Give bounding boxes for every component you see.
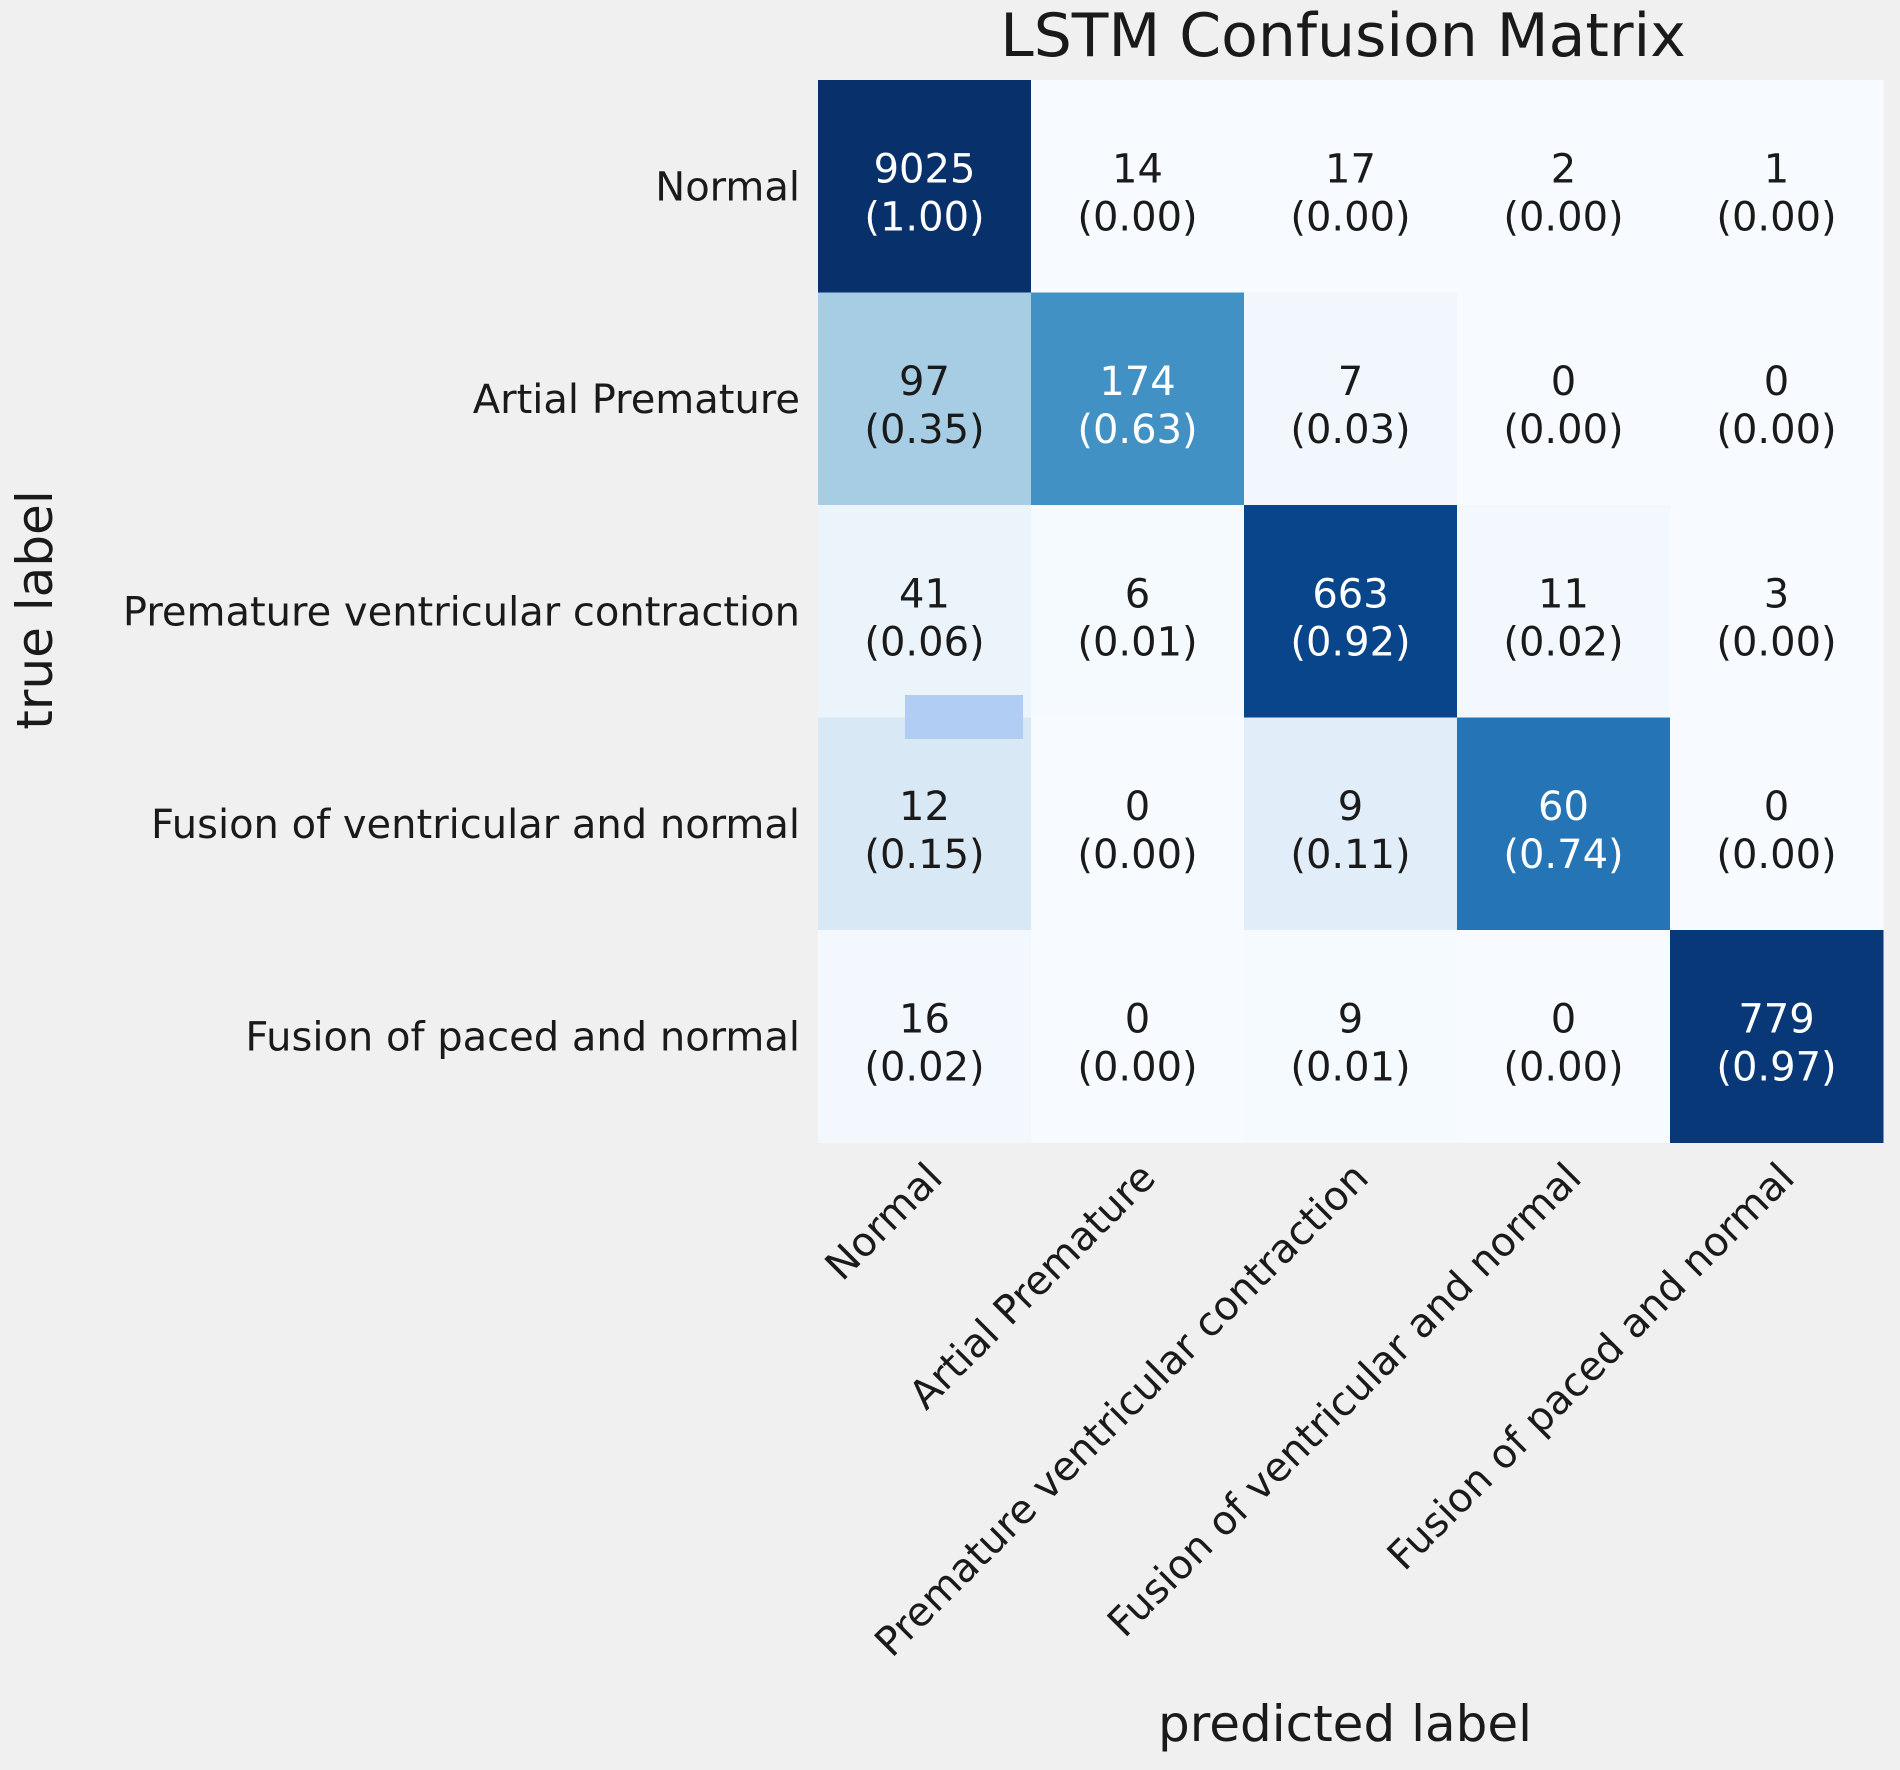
heatmap-cell [818,717,1032,931]
cell-count-label: 97 [899,359,950,405]
cell-fraction-label: (0.02) [864,1044,984,1090]
heatmap-cell [1457,505,1671,718]
cell-fraction-label: (0.00) [1716,832,1836,878]
cell-count-label: 9 [1338,996,1363,1042]
heatmap-cell [1244,80,1458,293]
x-tick-label: Premature ventricular contraction [866,1155,1377,1666]
highlight-patch [905,695,1023,739]
cell-count-label: 663 [1312,571,1388,617]
cell-fraction-label: (1.00) [864,194,984,240]
cell-count-label: 17 [1325,146,1376,192]
y-tick-label: Fusion of ventricular and normal [151,802,800,848]
cell-count-label: 14 [1112,146,1163,192]
cell-count-label: 0 [1764,784,1789,830]
x-tick-label: Normal [817,1155,952,1290]
heatmap-cell [1244,505,1458,718]
heatmap-cell [1031,717,1245,931]
cell-fraction-label: (0.00) [1290,194,1410,240]
cell-fraction-label: (0.01) [1077,619,1197,665]
cell-count-label: 0 [1125,784,1150,830]
heatmap-cell [1670,80,1884,293]
cell-fraction-label: (0.00) [1503,1044,1623,1090]
cell-count-label: 12 [899,784,950,830]
cell-count-label: 0 [1551,996,1576,1042]
cell-fraction-label: (0.74) [1503,832,1623,878]
cell-count-label: 174 [1099,359,1175,405]
y-tick-label: Fusion of paced and normal [245,1014,800,1060]
cell-fraction-label: (0.01) [1290,1044,1410,1090]
heatmap-cells [818,80,1884,1143]
cell-fraction-label: (0.92) [1290,619,1410,665]
cell-count-label: 6 [1125,571,1150,617]
y-tick-label: Premature ventricular contraction [123,589,800,635]
cell-count-label: 41 [899,571,950,617]
heatmap-cell [1670,505,1884,718]
cell-fraction-label: (0.00) [1077,832,1197,878]
heatmap-cell [1244,930,1458,1143]
heatmap-cell-labels: 9025(1.00)14(0.00)17(0.00)2(0.00)1(0.00)… [864,146,1836,1090]
cell-count-label: 9025 [874,146,976,192]
cell-count-label: 1 [1764,146,1789,192]
heatmap-cell [1670,717,1884,931]
heatmap-cell [818,80,1032,293]
heatmap-cell [1457,80,1671,293]
cell-count-label: 3 [1764,571,1789,617]
heatmap-cell [1457,717,1671,931]
cell-fraction-label: (0.63) [1077,407,1197,453]
cell-fraction-label: (0.00) [1503,194,1623,240]
y-tick-label: Normal [655,164,800,210]
cell-fraction-label: (0.03) [1290,407,1410,453]
cell-count-label: 60 [1538,784,1589,830]
heatmap-cell [818,505,1032,718]
cell-fraction-label: (0.15) [864,832,984,878]
heatmap-cell [1244,717,1458,931]
cell-count-label: 9 [1338,784,1363,830]
heatmap-cell [1670,292,1884,506]
cell-count-label: 0 [1125,996,1150,1042]
cell-fraction-label: (0.00) [1716,619,1836,665]
heatmap-cell [1670,930,1884,1143]
heatmap-cell [818,930,1032,1143]
heatmap-cell [1457,292,1671,506]
cell-fraction-label: (0.35) [864,407,984,453]
cell-count-label: 11 [1538,571,1589,617]
y-axis-label: true label [6,490,64,729]
cell-count-label: 2 [1551,146,1576,192]
cell-count-label: 7 [1338,359,1363,405]
heatmap-cell [1031,930,1245,1143]
chart-title: LSTM Confusion Matrix [1000,1,1685,71]
x-tick-label: Fusion of ventricular and normal [1099,1155,1590,1646]
y-tick-labels: Normal Artial Premature Premature ventricu… [123,164,800,1060]
x-axis-label: predicted label [1158,1695,1532,1753]
heatmap-cell [1457,930,1671,1143]
cell-fraction-label: (0.00) [1077,1044,1197,1090]
cell-fraction-label: (0.00) [1503,407,1623,453]
cell-count-label: 0 [1551,359,1576,405]
cell-fraction-label: (0.06) [864,619,984,665]
heatmap-cell [1244,292,1458,506]
heatmap-cell [1031,505,1245,718]
y-tick-label: Artial Premature [473,377,800,423]
x-tick-label: Fusion of paced and normal [1379,1155,1804,1580]
cell-fraction-label: (0.00) [1716,194,1836,240]
cell-fraction-label: (0.02) [1503,619,1623,665]
cell-fraction-label: (0.00) [1077,194,1197,240]
cell-fraction-label: (0.11) [1290,832,1410,878]
cell-fraction-label: (0.97) [1716,1044,1836,1090]
heatmap-cell [1031,292,1245,506]
cell-fraction-label: (0.00) [1716,407,1836,453]
cell-count-label: 0 [1764,359,1789,405]
heatmap-cell [818,292,1032,506]
heatmap-cell [1031,80,1245,293]
cell-count-label: 16 [899,996,950,1042]
cell-count-label: 779 [1738,996,1814,1042]
